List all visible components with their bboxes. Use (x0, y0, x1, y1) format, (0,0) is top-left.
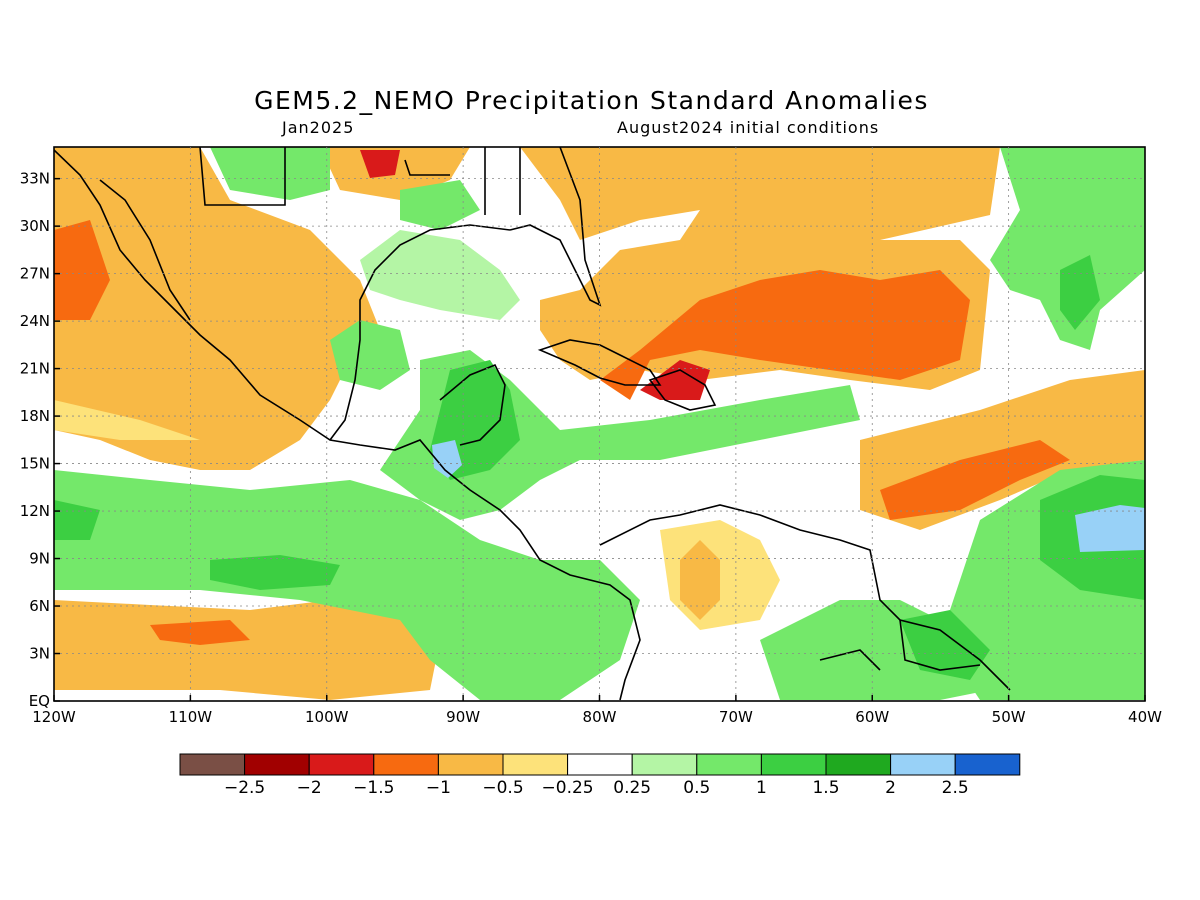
colorbar-label: −0.25 (542, 778, 594, 798)
strong-wet-pacific (54, 500, 340, 590)
lon-tick-label: 120W (32, 708, 76, 726)
colorbar-label: −0.5 (482, 778, 523, 798)
lat-tick-label: 6N (29, 597, 50, 615)
lon-tick-label: 50W (992, 708, 1026, 726)
colorbar-label: −2.5 (224, 778, 265, 798)
wet-region-mexico (330, 320, 410, 390)
wet-region-north-atlantic (990, 147, 1145, 350)
colorbar-label: 1 (756, 778, 767, 798)
very-wet-east-atlantic (1075, 505, 1145, 552)
colorbar-label: 2.5 (942, 778, 969, 798)
lat-tick-label: 15N (20, 455, 50, 473)
gridlines (54, 147, 1145, 701)
lat-tick-label: EQ (29, 692, 50, 710)
colorbar-swatch (954, 753, 1021, 776)
lon-tick-label: 40W (1128, 708, 1162, 726)
initial-conditions: August2024 initial conditions (617, 118, 880, 137)
light-dry-pacific (54, 400, 200, 440)
lon-tick-label: 110W (169, 708, 213, 726)
colorbar-swatch (244, 753, 310, 776)
lat-tick-label: 18N (20, 407, 50, 425)
wet-region-pacific-itcz (54, 470, 640, 700)
colorbar-swatch (373, 753, 439, 776)
axis-ticks: 120W 110W 100W 90W 80W 70W 60W 50W 40W EQ 3N 6N 9N 12… (20, 170, 1162, 726)
strong-dry-equatorial-pacific (150, 620, 250, 645)
colorbar-label: 0.25 (613, 778, 651, 798)
strong-dry-us-north (360, 150, 400, 178)
lat-tick-label: 21N (20, 360, 50, 378)
colorbar-swatch (696, 753, 762, 776)
strong-dry-atlantic (600, 270, 970, 400)
colorbar-swatch (437, 753, 504, 776)
colorbar-swatch (308, 753, 375, 776)
lon-tick-label: 60W (855, 708, 889, 726)
map-title: GEM5.2_NEMO Precipitation Standard Anoma… (254, 86, 929, 115)
forecast-month: Jan2025 (282, 118, 355, 137)
coastlines (54, 147, 1011, 701)
lat-tick-label: 9N (29, 550, 50, 568)
dry-region-equatorial-pacific (54, 590, 440, 700)
colorbar-swatch (760, 753, 827, 776)
lat-tick-label: 24N (20, 312, 50, 330)
lat-tick-label: 27N (20, 265, 50, 283)
anomaly-field (54, 147, 1145, 701)
lon-tick-label: 80W (583, 708, 617, 726)
lon-tick-label: 90W (446, 708, 480, 726)
colorbar-label: 1.5 (812, 778, 839, 798)
lon-tick-label: 100W (305, 708, 349, 726)
wet-region-us-southeast (210, 147, 480, 230)
colorbar-swatch (890, 753, 956, 776)
lat-tick-label: 3N (29, 645, 50, 663)
strong-dry-east-atlantic (880, 440, 1070, 520)
colorbar-label: −1 (426, 778, 451, 798)
lat-tick-label: 12N (20, 502, 50, 520)
dry-region-mexico-pacific (54, 147, 380, 470)
colorbar-label: 2 (885, 778, 896, 798)
colorbar-swatch (631, 753, 698, 776)
colorbar-swatch (502, 753, 569, 776)
colorbar: −2.5 −2 −1.5 −1 −0.5 −0.25 0.25 0.5 1 1.5 2 2.5 (179, 753, 1021, 798)
colorbar-label: −1.5 (353, 778, 394, 798)
colorbar-swatch (825, 753, 892, 776)
colorbar-swatch (567, 753, 633, 776)
strong-wet-guiana (900, 610, 990, 680)
colorbar-label: 0.5 (683, 778, 710, 798)
colorbar-swatch (179, 753, 246, 776)
strong-dry-baja (54, 220, 110, 320)
dry-region-colombia (680, 540, 720, 620)
very-wet-guatemala (432, 440, 462, 478)
wet-region-gulf (360, 230, 520, 320)
lat-tick-label: 33N (20, 170, 50, 188)
lon-tick-label: 70W (719, 708, 753, 726)
colorbar-label: −2 (297, 778, 322, 798)
lat-tick-label: 30N (20, 217, 50, 235)
